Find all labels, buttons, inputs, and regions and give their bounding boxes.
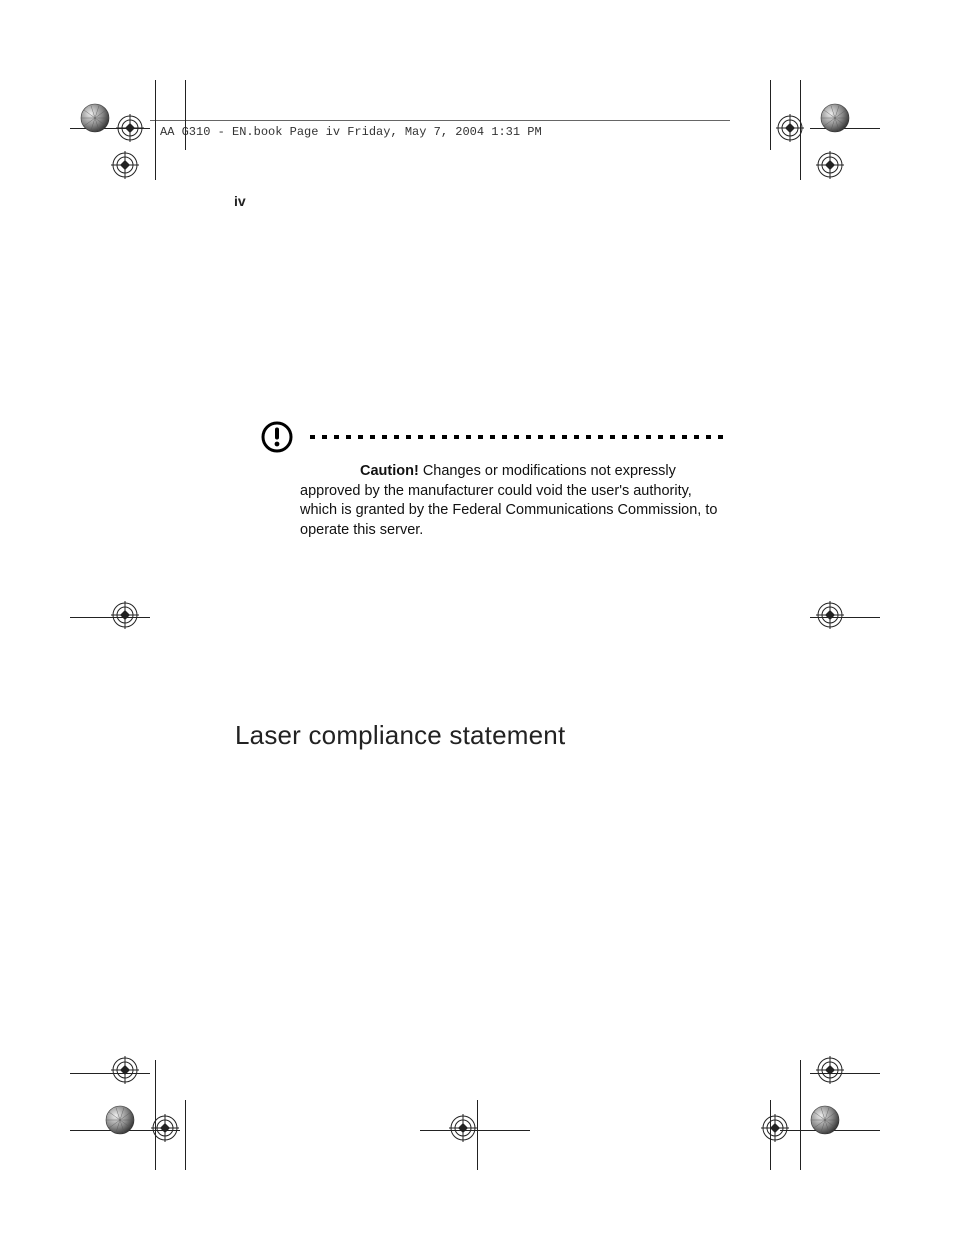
trim-line xyxy=(185,80,186,150)
trim-line xyxy=(155,1060,156,1170)
trim-line xyxy=(70,1073,150,1074)
caution-text-block: Caution! Changes or modifications not ex… xyxy=(300,462,720,540)
trim-line xyxy=(770,80,771,150)
registration-mark-icon xyxy=(111,601,139,629)
caution-icon xyxy=(260,420,294,459)
registration-mark-icon xyxy=(816,151,844,179)
trim-line xyxy=(810,617,880,618)
registration-mark-icon xyxy=(449,1114,477,1142)
trim-line xyxy=(800,80,801,180)
section-heading: Laser compliance statement xyxy=(235,720,565,751)
trim-line xyxy=(70,128,150,129)
trim-line xyxy=(770,1100,771,1170)
trim-line xyxy=(420,1130,530,1131)
caution-separator xyxy=(310,435,726,439)
registration-mark-icon xyxy=(111,1056,139,1084)
trim-line xyxy=(70,617,150,618)
trim-line xyxy=(70,1130,180,1131)
trim-line xyxy=(155,80,156,180)
trim-line xyxy=(185,1100,186,1170)
header-rule xyxy=(150,120,730,121)
trim-line xyxy=(477,1100,478,1170)
registration-mark-icon xyxy=(816,1056,844,1084)
page-number: iv xyxy=(234,193,246,209)
registration-mark-icon xyxy=(111,151,139,179)
registration-mark-icon xyxy=(761,1114,789,1142)
trim-line xyxy=(810,128,880,129)
page-root: AA G310 - EN.book Page iv Friday, May 7,… xyxy=(0,0,954,1235)
trim-line xyxy=(780,1130,880,1131)
registration-mark-icon xyxy=(816,601,844,629)
header-text: AA G310 - EN.book Page iv Friday, May 7,… xyxy=(160,125,542,139)
caution-label: Caution! xyxy=(360,463,419,479)
trim-line xyxy=(800,1060,801,1170)
trim-line xyxy=(810,1073,880,1074)
